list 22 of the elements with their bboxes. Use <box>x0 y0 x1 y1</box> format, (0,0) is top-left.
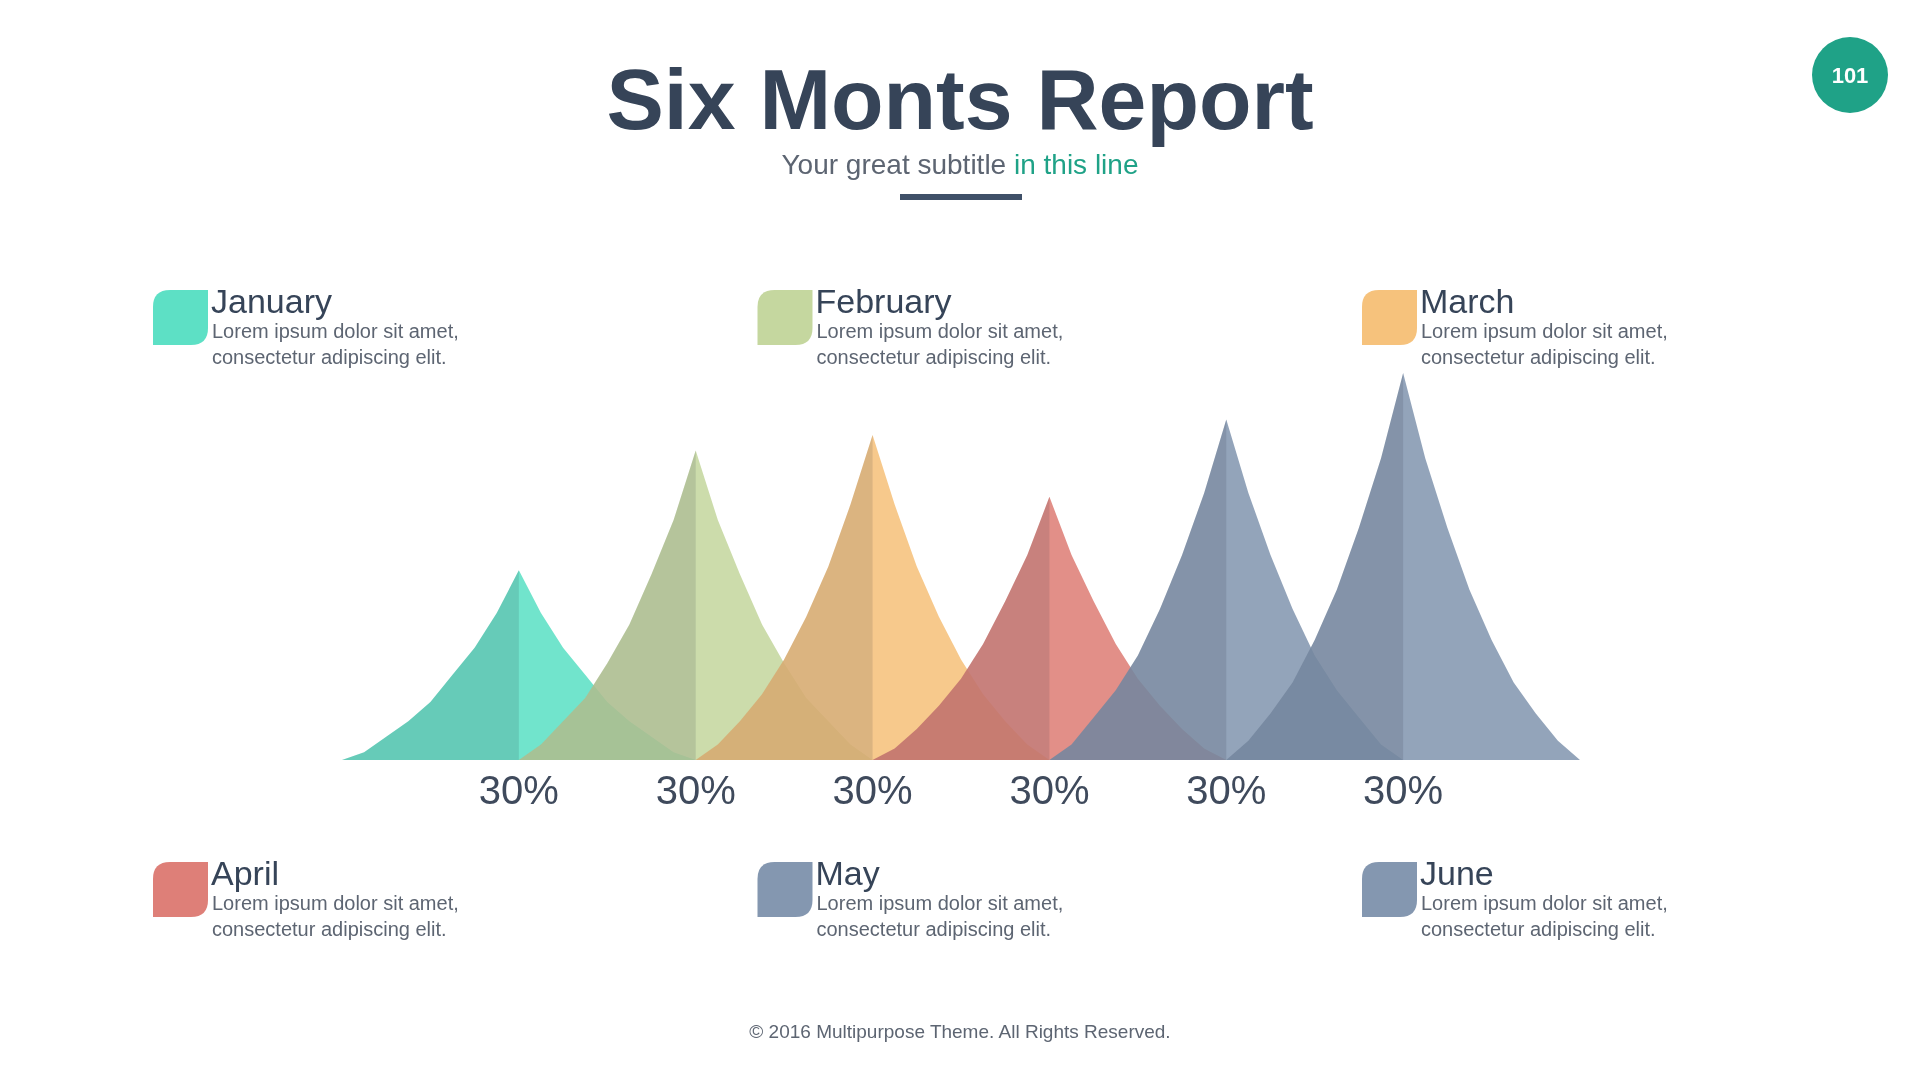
legend-label: February <box>815 282 952 320</box>
text: Lorem ipsum dolor sit amet, consectetur adipiscing elit. <box>816 892 1064 940</box>
x-tick-label: 30% <box>655 768 736 812</box>
text: Lorem ipsum dolor sit amet, consectetur adipiscing elit. <box>212 320 459 368</box>
text: Lorem ipsum dolor sit amet, consectetur adipiscing elit. <box>816 320 1064 368</box>
legend-label: May <box>815 854 880 892</box>
x-tick-label: 30% <box>832 768 913 812</box>
chart-subtitle: Your great subtitle in this line <box>781 149 1139 180</box>
text: 101 <box>1831 63 1869 88</box>
text: Lorem ipsum dolor sit amet, consectetur adipiscing elit. <box>1421 892 1668 940</box>
x-tick-label: 30% <box>1009 768 1090 812</box>
text: Lorem ipsum dolor sit amet, consectetur adipiscing elit. <box>212 892 459 940</box>
x-tick-label: 30% <box>1363 768 1444 812</box>
legend-label: June <box>1420 854 1494 892</box>
x-tick-label: 30% <box>478 768 559 812</box>
text: Lorem ipsum dolor sit amet, consectetur adipiscing elit. <box>1421 320 1668 368</box>
legend-label: January <box>211 282 332 320</box>
legend-label: April <box>211 854 280 892</box>
text: © 2016 Multipurpose Theme. All Rights Reserved. <box>749 1021 1171 1042</box>
legend-label: March <box>1420 282 1515 320</box>
chart-title: Six Monts Report <box>606 51 1314 147</box>
x-tick-label: 30% <box>1186 768 1267 812</box>
